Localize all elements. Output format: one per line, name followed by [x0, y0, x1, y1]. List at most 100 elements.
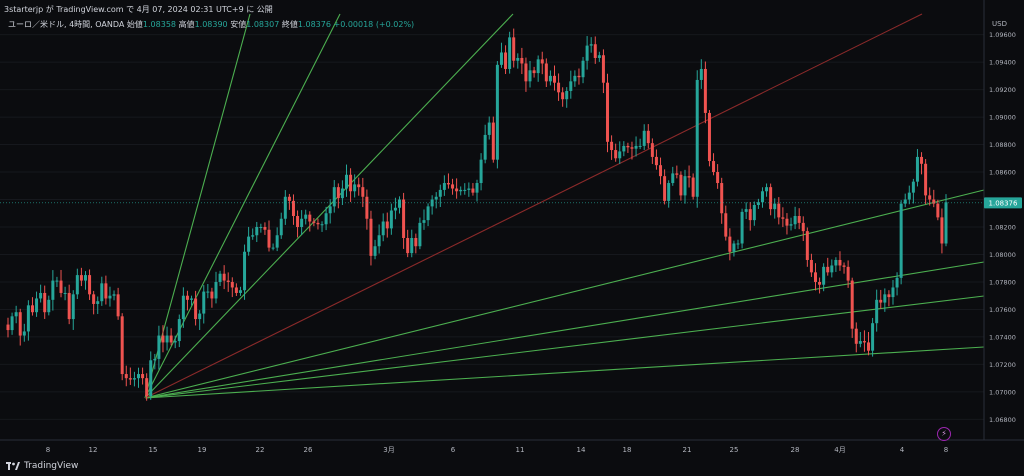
price-tick-label: 1.09600: [989, 31, 1016, 39]
candle-up: [585, 45, 589, 61]
candle-down: [414, 237, 418, 247]
candle-down: [577, 75, 581, 78]
time-tick-label: 18: [623, 446, 632, 454]
candle-down: [79, 275, 83, 281]
candle-down: [716, 172, 720, 184]
candle-down: [626, 145, 630, 148]
candle-series[interactable]: [6, 28, 948, 401]
candle-down: [544, 63, 548, 82]
price-tick-label: 1.07800: [989, 278, 1016, 286]
candle-up: [51, 280, 55, 300]
price-tick-label: 1.08600: [989, 169, 1016, 177]
symbol-name[interactable]: ユーロ／米ドル, 4時間, OANDA: [8, 20, 125, 29]
candle-down: [887, 294, 891, 298]
time-tick-label: 8: [46, 446, 50, 454]
candle-down: [312, 221, 316, 223]
high-value: 1.08390: [194, 20, 228, 29]
candle-up: [304, 214, 308, 219]
candle-up: [907, 192, 911, 200]
candle-up: [830, 265, 834, 273]
candle-up: [190, 298, 194, 300]
candle-up: [915, 156, 919, 182]
candle-down: [728, 236, 732, 252]
candle-up: [10, 316, 14, 331]
time-tick-label: 26: [304, 446, 313, 454]
candle-down: [936, 203, 940, 218]
time-tick-label: 19: [198, 446, 207, 454]
time-tick-label: 14: [577, 446, 586, 454]
close-label: 終値: [281, 20, 298, 29]
candle-down: [336, 187, 340, 199]
candle-up: [63, 292, 67, 294]
fan-line: [144, 13, 514, 399]
candle-up: [393, 207, 397, 211]
candle-up: [667, 183, 671, 201]
currency-label[interactable]: USD: [992, 20, 1007, 28]
candle-down: [512, 37, 516, 61]
candle-down: [838, 259, 842, 266]
candle-down: [30, 305, 34, 313]
candle-down: [712, 161, 716, 173]
candle-down: [471, 188, 475, 193]
price-tick-label: 1.07200: [989, 361, 1016, 369]
candle-down: [809, 259, 813, 273]
candle-down: [659, 165, 663, 177]
candle-down: [185, 295, 189, 300]
lightning-icon[interactable]: ⚡: [937, 427, 951, 441]
time-tick-label: 6: [451, 446, 456, 454]
candle-down: [161, 335, 165, 343]
candle-up: [251, 235, 255, 237]
candle-up: [300, 218, 304, 227]
candle-up: [899, 203, 903, 278]
candle-up: [153, 358, 157, 361]
candle-up: [871, 323, 875, 351]
brand-name: TradingView: [24, 461, 79, 471]
candle-up: [442, 183, 446, 190]
candle-up: [699, 68, 703, 80]
candle-up: [83, 275, 87, 281]
candle-up: [671, 173, 675, 184]
tradingview-brand[interactable]: TradingView: [6, 461, 78, 471]
candle-up: [283, 196, 287, 219]
candle-down: [263, 227, 267, 230]
candle-down: [846, 266, 850, 281]
time-tick-label: 4: [900, 446, 905, 454]
publish-info: 3starterjp が TradingView.com で 4月 07, 20…: [4, 5, 273, 14]
price-axis[interactable]: 1.06800 1.07000 1.07200 1.07400 1.07600 1.078…: [989, 31, 1016, 424]
candle-down: [491, 122, 495, 160]
fibonacci-fan[interactable]: [144, 13, 985, 399]
candle-down: [406, 237, 410, 254]
candle-down: [687, 176, 691, 178]
candle-down: [520, 57, 524, 64]
candle-down: [924, 163, 928, 196]
open-value: 1.08358: [142, 20, 177, 29]
candle-up: [243, 251, 247, 291]
candle-up: [422, 220, 426, 223]
candle-down: [67, 292, 71, 320]
candle-down: [6, 324, 10, 331]
candle-up: [320, 224, 324, 226]
low-label: 安値: [230, 20, 247, 29]
candle-up: [736, 243, 740, 245]
candle-down: [194, 298, 198, 320]
candle-up: [255, 227, 259, 236]
candle-up: [328, 206, 332, 214]
current-price-badge: 1.08376: [984, 197, 1022, 209]
price-tick-label: 1.09400: [989, 59, 1016, 67]
candle-down: [92, 294, 96, 304]
candle-up: [756, 202, 760, 206]
time-tick-label: 28: [791, 446, 800, 454]
candle-up: [398, 199, 402, 208]
candle-up: [911, 181, 915, 193]
candle-down: [610, 141, 614, 151]
candle-up: [202, 291, 206, 314]
price-tick-label: 1.09000: [989, 114, 1016, 122]
fan-line: [144, 346, 985, 399]
price-tick-label: 1.08000: [989, 251, 1016, 259]
high-label: 高値: [178, 20, 195, 29]
candle-up: [789, 224, 793, 226]
time-tick-label: 15: [149, 446, 158, 454]
time-tick-label: 8: [944, 446, 948, 454]
time-axis[interactable]: 8 12 15 19 22 26 3月 6 11 14 18 21 25 28 4月 4 8: [46, 446, 948, 454]
